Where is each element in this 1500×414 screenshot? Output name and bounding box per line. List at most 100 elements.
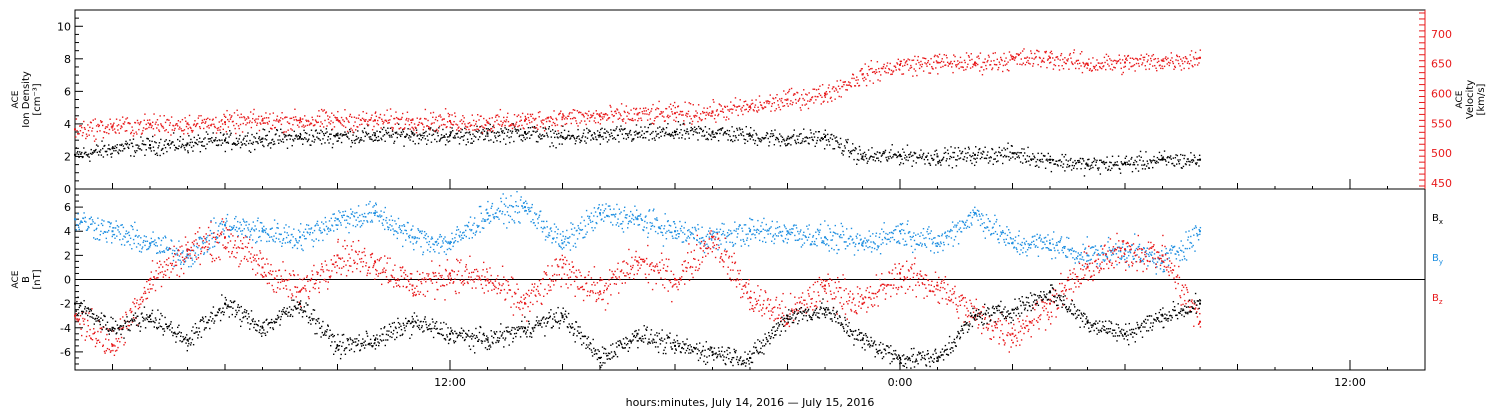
density-dot	[1171, 158, 1172, 159]
by-dot	[773, 243, 774, 244]
density-dot	[504, 133, 505, 134]
density-dot	[251, 134, 252, 135]
density-dot	[640, 126, 641, 127]
velocity-dot	[132, 130, 133, 131]
velocity-dot	[1194, 64, 1195, 65]
by-dot	[547, 226, 548, 227]
density-dot	[544, 135, 545, 136]
by-dot	[190, 250, 191, 251]
velocity-dot	[1024, 57, 1025, 58]
by-dot	[309, 234, 310, 235]
by-dot	[182, 252, 183, 253]
by-dot	[386, 222, 387, 223]
by-dot	[191, 266, 192, 267]
velocity-dot	[171, 116, 172, 117]
velocity-dot	[911, 60, 912, 61]
by-dot	[251, 227, 252, 228]
by-dot	[591, 212, 592, 213]
by-dot	[657, 233, 658, 234]
velocity-dot	[1141, 64, 1142, 65]
velocity-dot	[966, 52, 967, 53]
by-dot	[179, 255, 180, 256]
velocity-dot	[692, 121, 693, 122]
by-dot	[466, 236, 467, 237]
velocity-dot	[245, 124, 246, 125]
by-dot	[669, 232, 670, 233]
velocity-dot	[266, 117, 267, 118]
velocity-dot	[1172, 61, 1173, 62]
velocity-dot	[660, 113, 661, 114]
density-dot	[927, 159, 928, 160]
by-dot	[257, 218, 258, 219]
velocity-dot	[626, 105, 627, 106]
by-dot	[707, 246, 708, 247]
velocity-dot	[226, 131, 227, 132]
velocity-dot	[682, 114, 683, 115]
density-dot	[723, 134, 724, 135]
density-dot	[135, 152, 136, 153]
density-dot	[954, 152, 955, 153]
density-dot	[1190, 161, 1191, 162]
by-dot	[497, 217, 498, 218]
density-dot	[376, 137, 377, 138]
velocity-dot	[1037, 50, 1038, 51]
velocity-dot	[795, 99, 796, 100]
density-dot	[221, 145, 222, 146]
velocity-dot	[530, 116, 531, 117]
velocity-dot	[1020, 52, 1021, 53]
velocity-dot	[1180, 59, 1181, 60]
by-dot	[473, 223, 474, 224]
density-dot	[1059, 159, 1060, 160]
by-dot	[242, 219, 243, 220]
density-dot	[1081, 163, 1082, 164]
density-dot	[128, 148, 129, 149]
velocity-dot	[1098, 63, 1099, 64]
velocity-dot	[1037, 64, 1038, 65]
velocity-dot	[1017, 53, 1018, 54]
by-dot	[487, 201, 488, 202]
by-dot	[430, 247, 431, 248]
density-dot	[1157, 162, 1158, 163]
by-dot	[173, 260, 174, 261]
by-dot	[380, 210, 381, 211]
velocity-dot	[180, 121, 181, 122]
by-point	[862, 242, 864, 244]
density-dot	[204, 145, 205, 146]
density-dot	[823, 138, 824, 139]
velocity-dot	[1095, 69, 1096, 70]
density-dot	[239, 135, 240, 136]
by-dot	[289, 241, 290, 242]
by-dot	[648, 232, 649, 233]
velocity-dot	[365, 121, 366, 122]
by-dot	[192, 259, 193, 260]
velocity-dot	[649, 112, 650, 113]
velocity-dot	[731, 108, 732, 109]
density-dot	[575, 140, 576, 141]
velocity-dot	[461, 123, 462, 124]
velocity-dot	[127, 117, 128, 118]
by-dot	[504, 214, 505, 215]
density-dot	[369, 136, 370, 137]
density-dot	[1170, 155, 1171, 156]
velocity-dot	[453, 124, 454, 125]
by-dot	[235, 216, 236, 217]
by-dot	[668, 220, 669, 221]
density-dot	[719, 129, 720, 130]
velocity-dot	[744, 109, 745, 110]
density-dot	[82, 156, 83, 157]
density-dot	[745, 139, 746, 140]
velocity-dot	[1192, 66, 1193, 67]
by-dot	[751, 234, 752, 235]
density-dot	[300, 134, 301, 135]
density-dot	[1024, 152, 1025, 153]
by-dot	[674, 221, 675, 222]
density-dot	[973, 152, 974, 153]
density-dot	[444, 136, 445, 137]
by-dot	[388, 229, 389, 230]
by-dot	[615, 213, 616, 214]
velocity-dot	[392, 129, 393, 130]
velocity-dot	[1101, 68, 1102, 69]
by-dot	[643, 230, 644, 231]
by-dot	[326, 226, 327, 227]
velocity-dot	[221, 119, 222, 120]
